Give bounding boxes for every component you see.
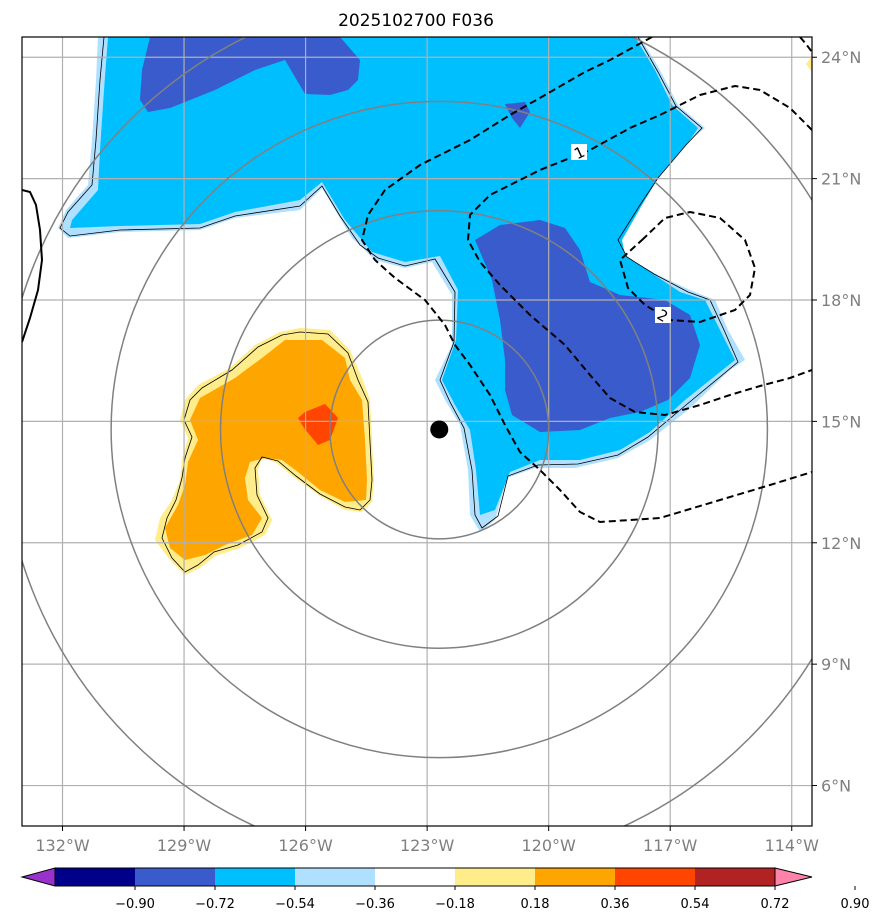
positive-region [165,340,367,560]
coastline [22,189,44,343]
lat-tick-label: 9°N [821,655,851,674]
colorbar-tick-label: 0.90 [841,897,870,912]
lon-tick-label: 117°W [643,836,698,855]
contour-label-bg-1 [571,144,587,160]
colorbar: −0.90 −0.72 −0.54 −0.36 −0.18 0.18 0.36 0.54 0.7… [20,867,870,912]
contour-line-3 [618,210,757,324]
contour-line-1 [360,37,812,524]
colorbar-segment-5 [455,868,536,886]
lat-tick-label: 24°N [821,48,861,67]
colorbar-segment-7 [615,868,696,886]
colorbar-extend-low [20,867,56,887]
lon-tick-label: 114°W [765,836,820,855]
colorbar-segment-6 [535,868,616,886]
grid-lines [22,37,812,826]
colorbar-tick-label: 0.36 [601,897,630,912]
colorbar-segment-4 [375,868,456,886]
lon-tick-label: 132°W [35,836,90,855]
dashed-contours [360,37,812,524]
colorbar-frame [54,867,776,887]
lon-tick-label: 120°W [521,836,576,855]
colorbar-tick-label: −0.90 [115,897,155,912]
storm-center-marker [430,420,449,439]
colorbar-segment-0 [55,868,136,886]
colorbar-extend-high [774,867,813,887]
colorbar-segment-2 [215,868,296,886]
longitude-ticks: 132°W 129°W 126°W 123°W 120°W 117°W 114°W [35,826,819,855]
range-rings [22,37,812,826]
lat-tick-label: 21°N [821,170,861,189]
map-area: 1 2 [22,37,812,826]
strong-negative-region-small [505,102,530,128]
map-frame [21,36,813,827]
colorbar-tick-label: −0.36 [355,897,395,912]
colorbar-tick-label: 0.72 [761,897,790,912]
contour-labels: 1 2 [571,143,671,326]
lat-tick-label: 6°N [821,777,851,796]
weak-positive-spot [806,56,812,72]
lat-tick-label: 12°N [821,534,861,553]
range-ring-3 [110,100,769,759]
figure-title: 2025102700 F036 [338,11,494,31]
latitude-ticks: 6°N 9°N 12°N 15°N 18°N 21°N 24°N [812,48,861,796]
strong-negative-region-main [475,220,700,432]
colorbar-segment-3 [295,868,376,886]
colorbar-tick-label: −0.72 [195,897,235,912]
colorbar-segment-1 [135,868,216,886]
colorbar-tick-label: −0.18 [435,897,475,912]
colorbar-segment-8 [695,868,776,886]
range-ring-1 [329,319,550,540]
contour-line-4 [799,37,812,53]
contour-line-2 [466,84,812,417]
colorbar-tick-label: 0.18 [521,897,550,912]
colorbar-tick-label: −0.54 [275,897,315,912]
lon-tick-label: 126°W [278,836,333,855]
colorbar-tick-label: 0.54 [681,897,710,912]
lon-tick-label: 129°W [157,836,212,855]
lon-tick-label: 123°W [400,836,455,855]
strong-positive-region [298,404,338,445]
lat-tick-label: 18°N [821,291,861,310]
contour-label-bg-2 [655,307,671,323]
lat-tick-label: 15°N [821,412,861,431]
range-ring-2 [219,209,659,649]
negative-region-outline [59,37,739,529]
